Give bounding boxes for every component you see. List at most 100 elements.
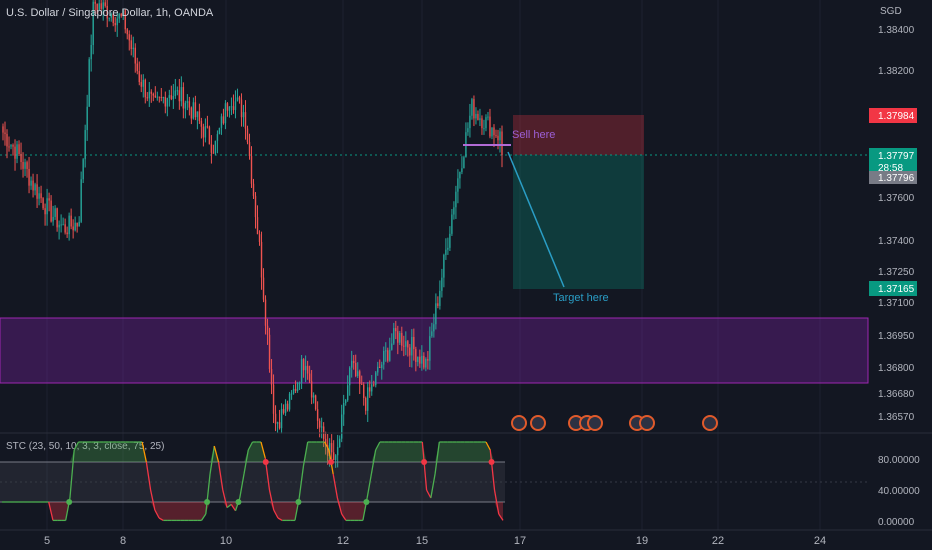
candle-body[interactable] xyxy=(56,208,58,228)
candle-body[interactable] xyxy=(106,5,108,19)
candle-body[interactable] xyxy=(359,371,361,384)
candle-body[interactable] xyxy=(481,118,483,129)
candle-body[interactable] xyxy=(284,403,287,413)
candle-body[interactable] xyxy=(62,224,64,226)
candle-body[interactable] xyxy=(489,116,491,137)
candle-body[interactable] xyxy=(184,102,187,109)
candle-body[interactable] xyxy=(419,356,421,364)
candle-body[interactable] xyxy=(240,99,243,118)
candle-body[interactable] xyxy=(401,333,403,346)
candle-body[interactable] xyxy=(96,3,98,11)
candle-body[interactable] xyxy=(138,71,140,83)
candle-body[interactable] xyxy=(268,334,271,370)
candle-body[interactable] xyxy=(258,234,261,242)
candle-body[interactable] xyxy=(208,127,211,145)
candle-body[interactable] xyxy=(487,116,489,118)
candle-body[interactable] xyxy=(64,224,66,233)
candle-body[interactable] xyxy=(443,254,445,278)
candle-body[interactable] xyxy=(324,438,327,446)
candle-body[interactable] xyxy=(10,145,12,147)
candle-body[interactable] xyxy=(230,106,233,108)
time-axis[interactable]: 5 8 10 12 15 17 19 22 24 xyxy=(44,535,826,547)
candle-body[interactable] xyxy=(497,135,499,141)
candle-body[interactable] xyxy=(82,159,84,180)
candle-body[interactable] xyxy=(24,162,26,169)
candle-body[interactable] xyxy=(130,40,132,49)
us-flag-icon[interactable] xyxy=(702,415,718,431)
candle-body[interactable] xyxy=(361,383,363,385)
candle-body[interactable] xyxy=(6,133,8,147)
candle-body[interactable] xyxy=(381,364,383,368)
candle-body[interactable] xyxy=(18,144,20,154)
candle-body[interactable] xyxy=(188,101,191,108)
candle-body[interactable] xyxy=(437,303,439,306)
indicator-axis[interactable]: 80.00000 40.00000 0.00000 xyxy=(878,455,920,528)
us-flag-icon[interactable] xyxy=(530,415,546,431)
us-flag-icon[interactable] xyxy=(639,415,655,431)
candle-body[interactable] xyxy=(501,131,503,155)
candle-body[interactable] xyxy=(238,97,241,100)
candle-body[interactable] xyxy=(429,336,431,361)
profit-zone[interactable] xyxy=(513,155,644,289)
candle-body[interactable] xyxy=(413,336,415,350)
candle-body[interactable] xyxy=(423,355,425,368)
candle-body[interactable] xyxy=(150,91,152,94)
candle-body[interactable] xyxy=(194,102,197,118)
candle-body[interactable] xyxy=(166,97,169,107)
candle-body[interactable] xyxy=(172,96,175,100)
candle-body[interactable] xyxy=(344,400,347,404)
us-flag-icon[interactable] xyxy=(511,415,527,431)
candle-body[interactable] xyxy=(114,23,116,26)
candle-body[interactable] xyxy=(66,232,68,235)
candle-body[interactable] xyxy=(152,93,155,96)
candle-body[interactable] xyxy=(447,247,449,250)
stc-sell-signal[interactable] xyxy=(328,459,335,465)
candle-body[interactable] xyxy=(379,366,381,368)
candle-body[interactable] xyxy=(236,97,239,102)
candle-body[interactable] xyxy=(90,44,92,60)
candle-body[interactable] xyxy=(16,144,18,159)
candle-body[interactable] xyxy=(120,13,122,16)
candle-body[interactable] xyxy=(42,198,44,209)
candle-body[interactable] xyxy=(192,102,195,119)
stc-buy-signal[interactable] xyxy=(204,499,211,505)
candle-body[interactable] xyxy=(84,130,86,160)
candle-body[interactable] xyxy=(383,350,385,365)
candle-body[interactable] xyxy=(232,106,235,111)
stop-zone[interactable] xyxy=(513,115,644,155)
candle-body[interactable] xyxy=(278,422,281,429)
stc-buy-signal[interactable] xyxy=(235,499,242,505)
target-level-tag[interactable] xyxy=(869,281,917,296)
candle-body[interactable] xyxy=(449,233,451,248)
candle-body[interactable] xyxy=(330,443,333,453)
candle-body[interactable] xyxy=(357,371,359,376)
sell-level-tag[interactable] xyxy=(869,108,917,123)
candle-body[interactable] xyxy=(270,369,273,385)
sell-annotation[interactable]: Sell here xyxy=(512,129,555,141)
candle-body[interactable] xyxy=(218,127,221,135)
candle-body[interactable] xyxy=(32,180,34,191)
candle-body[interactable] xyxy=(122,10,124,16)
us-flag-icon[interactable] xyxy=(587,415,603,431)
candle-body[interactable] xyxy=(72,226,74,231)
candle-body[interactable] xyxy=(475,113,477,119)
candle-body[interactable] xyxy=(98,3,100,11)
candle-body[interactable] xyxy=(306,365,309,374)
candle-body[interactable] xyxy=(186,101,189,103)
candle-body[interactable] xyxy=(8,146,10,148)
candle-body[interactable] xyxy=(292,388,295,394)
candle-body[interactable] xyxy=(471,99,473,116)
candle-body[interactable] xyxy=(421,355,423,364)
candle-body[interactable] xyxy=(409,347,411,356)
candle-body[interactable] xyxy=(180,87,183,102)
stc-sell-signal[interactable] xyxy=(262,459,269,465)
candle-body[interactable] xyxy=(74,222,76,231)
candle-body[interactable] xyxy=(80,179,82,222)
candle-body[interactable] xyxy=(58,224,60,228)
candle-body[interactable] xyxy=(178,90,181,102)
candle-body[interactable] xyxy=(411,336,413,356)
candle-body[interactable] xyxy=(286,403,289,410)
candle-body[interactable] xyxy=(68,215,70,235)
candle-body[interactable] xyxy=(28,168,30,186)
